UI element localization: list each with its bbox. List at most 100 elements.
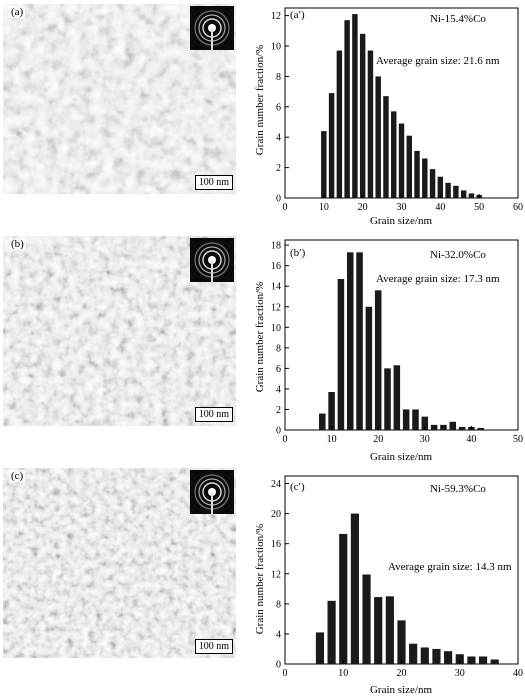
- y-tick-label-b: 0: [276, 426, 281, 437]
- y-tick-label-c: 16: [271, 539, 281, 550]
- histogram-bar-a: [460, 190, 467, 198]
- xlabel-c: Grain size/nm: [370, 684, 432, 696]
- histogram-bar-a: [391, 111, 397, 198]
- x-tick-label-a: 30: [397, 202, 407, 213]
- histogram-bar-c: [385, 596, 394, 664]
- x-tick-label-b: 20: [373, 434, 383, 445]
- x-tick-label-c: 30: [455, 668, 465, 679]
- average-size-label-a: Average grain size: 21.6 nm: [376, 55, 500, 67]
- scale-bar-b: 100 nm: [194, 407, 233, 422]
- figure-row-c: (c) 100 nm (c′) Ni-59.3%Co Average grain…: [0, 464, 525, 696]
- histogram-bar-b: [430, 424, 438, 430]
- histogram-bar-a: [336, 50, 343, 199]
- x-tick-label-a: 50: [474, 202, 484, 213]
- x-tick-label-c: 40: [513, 668, 523, 679]
- histogram-bar-b: [402, 409, 410, 430]
- figure-row-b: (b) 100 nm (b′) Ni-32.0%Co Average grain…: [0, 232, 525, 464]
- y-tick-label-a: 0: [276, 194, 281, 205]
- composition-label-c: Ni-59.3%Co: [430, 483, 486, 495]
- histogram-bar-c: [339, 533, 348, 664]
- histogram-bar-c: [397, 620, 406, 664]
- histogram-bar-b: [337, 279, 345, 430]
- histogram-c: (c′) Ni-59.3%Co Average grain size: 14.3…: [254, 475, 523, 696]
- histogram-bar-a: [437, 176, 444, 198]
- scale-bar-a: 100 nm: [194, 175, 233, 190]
- x-tick-label-b: 40: [466, 434, 476, 445]
- chart-label-a: (a′): [290, 9, 305, 21]
- y-tick-label-a: 8: [276, 72, 281, 83]
- histogram-bar-b: [477, 427, 484, 430]
- xlabel-b: Grain size/nm: [370, 451, 432, 463]
- x-tick-label-a: 20: [358, 202, 368, 213]
- figure-row-a: (a) 100 nm (a′) Ni-15.4%Co Average grain…: [0, 0, 525, 232]
- xlabel-a: Grain size/nm: [370, 215, 432, 227]
- x-tick-label-a: 60: [513, 202, 523, 213]
- y-tick-label-b: 18: [271, 241, 281, 252]
- y-tick-label-b: 10: [271, 323, 281, 334]
- composition-label-b: Ni-32.0%Co: [430, 249, 486, 261]
- y-tick-label-a: 4: [276, 133, 281, 144]
- histogram-bar-a: [383, 96, 389, 198]
- composition-label-a: Ni-15.4%Co: [430, 13, 486, 25]
- y-tick-label-b: 14: [271, 282, 281, 293]
- histogram-bar-a: [398, 123, 405, 198]
- x-tick-label-c: 20: [397, 668, 407, 679]
- x-tick-label-b: 30: [420, 434, 430, 445]
- x-tick-label-b: 50: [513, 434, 523, 445]
- histogram-bar-b: [384, 368, 391, 430]
- histogram-bar-a: [375, 76, 381, 198]
- y-tick-label-c: 0: [276, 660, 281, 671]
- y-tick-label-c: 8: [276, 599, 281, 610]
- histogram-bar-c: [362, 574, 371, 664]
- micrograph-label-a: (a): [9, 6, 26, 18]
- histogram-bar-c: [432, 648, 441, 664]
- histogram-bar-a: [445, 182, 451, 198]
- average-size-label-c: Average grain size: 14.3 nm: [388, 561, 512, 573]
- histogram-bar-c: [374, 597, 383, 664]
- ylabel-a: Grain number fraction/%: [254, 45, 266, 156]
- y-tick-label-b: 16: [271, 261, 281, 272]
- x-tick-label-a: 0: [283, 202, 288, 213]
- micrograph-label-c: (c): [9, 470, 26, 482]
- y-tick-label-a: 2: [276, 163, 281, 174]
- histogram-bar-a: [367, 50, 374, 199]
- y-tick-label-c: 4: [276, 629, 281, 640]
- ylabel-c: Grain number fraction/%: [254, 524, 266, 635]
- histogram-bar-b: [412, 409, 419, 430]
- x-tick-label-b: 10: [327, 434, 337, 445]
- histogram-bar-a: [344, 20, 350, 198]
- histogram-bar-c: [409, 643, 418, 664]
- histogram-bar-a: [352, 14, 358, 198]
- y-tick-label-c: 24: [271, 479, 281, 490]
- histogram-a: (a′) Ni-15.4%Co Average grain size: 21.6…: [254, 7, 523, 227]
- histogram-bar-b: [440, 424, 447, 430]
- histogram-b: (b′) Ni-32.0%Co Average grain size: 17.3…: [254, 239, 523, 463]
- plot-frame-b: [284, 239, 519, 431]
- histogram-bar-c: [467, 656, 476, 664]
- histogram-bar-c: [478, 656, 488, 664]
- histogram-bar-c: [444, 651, 453, 664]
- y-tick-label-a: 12: [271, 11, 281, 22]
- x-tick-label-a: 10: [319, 202, 329, 213]
- x-tick-label-c: 10: [338, 668, 348, 679]
- histogram-bar-a: [406, 135, 412, 198]
- micrograph-label-b: (b): [9, 238, 26, 250]
- tem-micrograph-a: (a) 100 nm: [3, 4, 236, 194]
- average-size-label-b: Average grain size: 17.3 nm: [376, 273, 500, 285]
- y-tick-label-b: 2: [276, 405, 281, 416]
- y-tick-label-b: 12: [271, 302, 281, 313]
- histogram-bar-b: [421, 416, 429, 430]
- histogram-bar-c: [350, 513, 359, 664]
- y-tick-label-b: 6: [276, 364, 281, 375]
- histogram-bar-b: [458, 426, 466, 430]
- saed-pattern-icon: [190, 6, 234, 50]
- tem-micrograph-b: (b) 100 nm: [3, 236, 236, 426]
- chart-label-b: (b′): [290, 247, 306, 259]
- histogram-bar-a: [429, 169, 436, 198]
- histogram-bar-b: [356, 252, 363, 430]
- x-tick-label-c: 0: [283, 668, 288, 679]
- histogram-bar-a: [414, 150, 420, 198]
- histogram-bar-b: [393, 365, 401, 430]
- tem-micrograph-c: (c) 100 nm: [3, 468, 236, 658]
- y-tick-label-b: 4: [276, 384, 281, 395]
